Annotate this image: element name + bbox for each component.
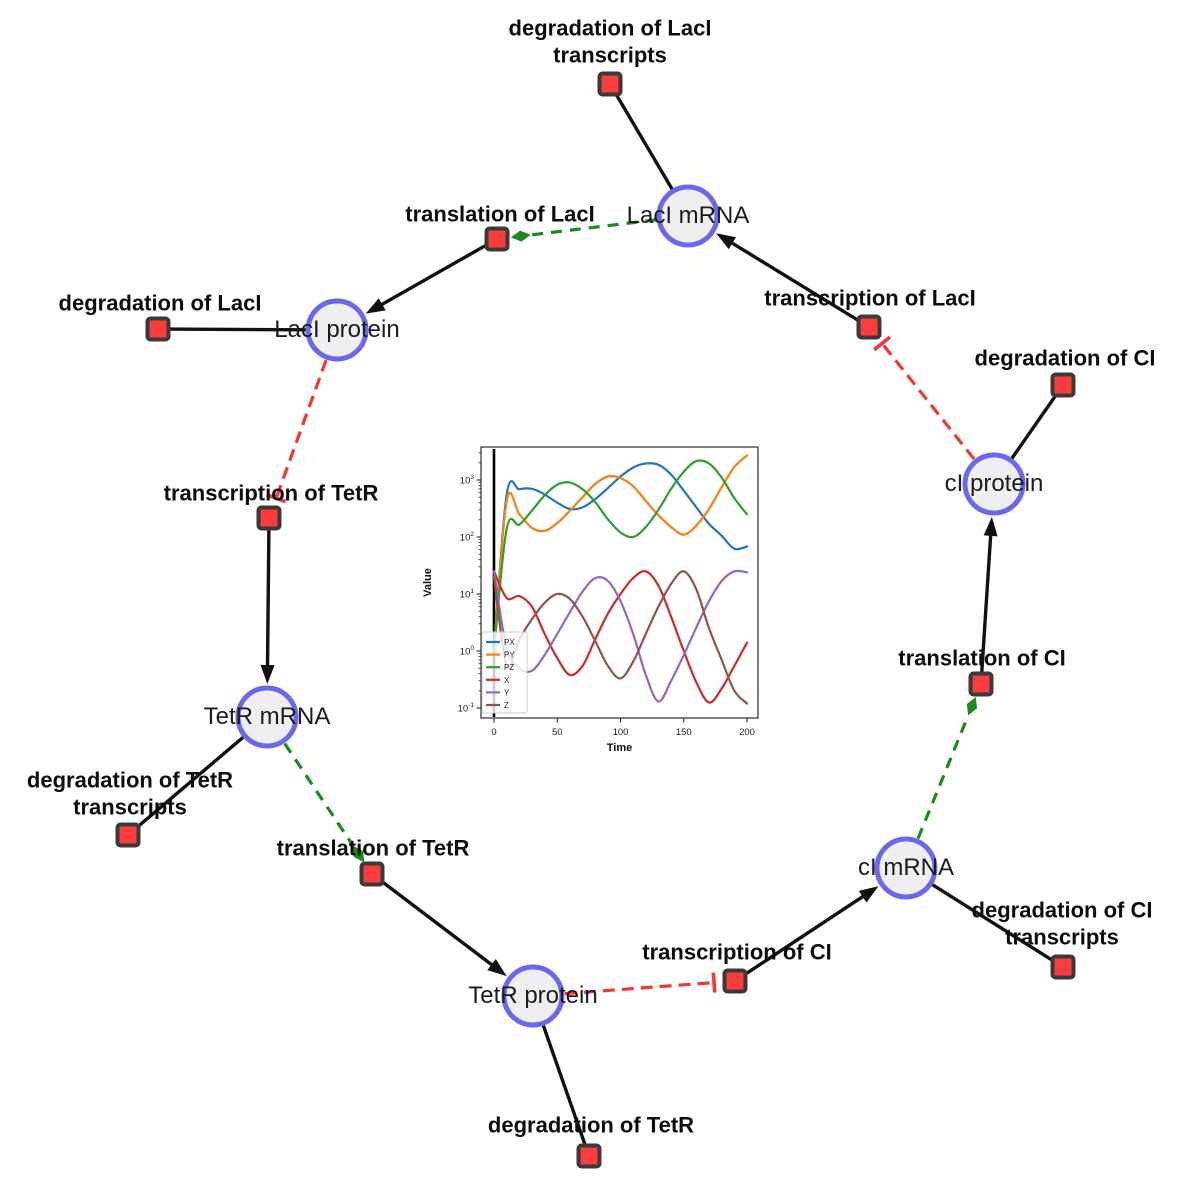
y-tick-label: 102 — [460, 531, 475, 544]
reactant-edge-tetr-mrna--degradation-of-tetr-transcripts — [133, 736, 245, 831]
arrowhead — [983, 516, 998, 537]
inhibitor-edge-laci-protein--transcription-of-tetr — [274, 359, 328, 499]
chart-frame — [480, 446, 759, 719]
diamond-arrowhead — [510, 230, 531, 242]
inhibitor-edge-ci-protein--transcription-of-laci — [880, 342, 976, 460]
reactant-edge-laci-mrna--degradation-of-laci-transcripts — [612, 90, 674, 191]
x-axis-label: Time — [607, 742, 632, 754]
diamond-arrowhead — [353, 845, 365, 863]
y-axis-label: Value — [422, 568, 434, 597]
inhibitor-edge-tetr-protein--transcription-of-ci — [564, 980, 715, 996]
inhibitor-tee — [266, 493, 287, 504]
product-edge-transcription-of-laci--laci-mrna — [726, 238, 860, 322]
product-edge-translation-of-ci--ci-protein — [980, 529, 993, 673]
y-tick-label: 101 — [460, 588, 475, 601]
arrowhead — [858, 886, 879, 903]
arrowhead — [365, 298, 386, 314]
legend-label-z: Z — [504, 701, 509, 710]
inset-chart-svg: 0 50 100 150 200 10-1 100 101 102 103 Time Value PX P… — [422, 446, 759, 754]
time-series-inset-chart: 0 50 100 150 200 10-1 100 101 102 103 Time Value PX P… — [415, 432, 785, 767]
legend-label-pz: PZ — [504, 663, 514, 672]
reactant-edge-ci-mrna--degradation-of-ci-transcripts — [931, 883, 1058, 964]
legend-label-px: PX — [504, 638, 515, 647]
inhibitor-tee — [873, 335, 892, 352]
reactant-edge-ci-protein--degradation-of-ci — [1010, 390, 1060, 460]
diamond-arrowhead — [966, 696, 978, 716]
y-tick-label: 103 — [460, 474, 475, 487]
curve-z — [492, 570, 749, 705]
reactant-edge-laci-protein--degradation-of-laci — [165, 327, 307, 332]
x-tick-label: 150 — [676, 727, 692, 738]
legend-label-py: PY — [504, 651, 515, 660]
reactant-edge-tetr-protein--degradation-of-tetr — [541, 1024, 588, 1150]
curve-pz — [492, 459, 749, 653]
legend-label-x: X — [504, 676, 510, 685]
curves-group — [492, 454, 749, 705]
inhibitor-tee — [711, 972, 717, 993]
x-tick-label: 0 — [491, 727, 496, 738]
arrowhead — [260, 664, 275, 685]
curve-y — [492, 569, 749, 703]
arrowhead — [716, 233, 736, 250]
modifier-edge-ci-mrna--translation-of-ci — [916, 714, 970, 839]
product-edge-translation-of-laci--laci-protein — [376, 243, 488, 309]
product-edge-transcription-of-ci--ci-mrna — [744, 892, 869, 976]
product-edge-translation-of-tetr--tetr-protein — [380, 880, 498, 970]
curve-py — [492, 454, 749, 653]
modifier-edge-tetr-mrna--translation-of-tetr — [283, 742, 355, 847]
y-tick-label: 10-1 — [458, 702, 475, 715]
x-tick-label: 50 — [552, 727, 563, 738]
modifier-edge-laci-mrna--translation-of-laci — [530, 218, 657, 237]
x-tick-label: 200 — [739, 727, 755, 738]
product-edge-transcription-of-tetr--tetr-mrna — [265, 529, 271, 672]
y-tick-label: 100 — [460, 645, 475, 658]
legend-label-y: Y — [504, 688, 510, 697]
x-tick-label: 100 — [613, 727, 629, 738]
